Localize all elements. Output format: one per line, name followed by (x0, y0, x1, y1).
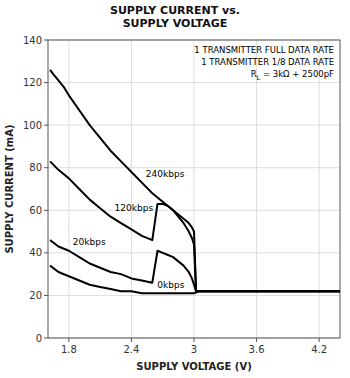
y-tick (44, 167, 48, 168)
title: SUPPLY CURRENT vs.SUPPLY VOLTAGE (110, 4, 240, 30)
y-tick (44, 338, 48, 339)
x-tick (68, 338, 69, 342)
x-tick-label: 4.2 (311, 344, 327, 355)
y-tick (44, 40, 48, 41)
y-tick (44, 210, 48, 211)
series-label: 0kbps (157, 280, 184, 290)
x-tick-label: 3.6 (249, 344, 265, 355)
title-line: SUPPLY CURRENT vs. (110, 4, 240, 17)
y-tick-label: 60 (29, 205, 42, 216)
chart: 1.8 2.4 3 3.6 4.2 0 20 40 60 80 100 120 140 SUPPLY VO… (0, 0, 350, 378)
grid-line (48, 125, 340, 126)
y-tick (44, 82, 48, 83)
x-tick (131, 338, 132, 342)
annotation-part: = 3kΩ + 2500pF (260, 69, 334, 79)
y-tick (44, 125, 48, 126)
axes: 1.8 2.4 3 3.6 4.2 0 20 40 60 80 100 120 140 (23, 35, 327, 356)
x-tick-label: 1.8 (61, 344, 77, 355)
annotation: RL = 3kΩ + 2500pF (251, 69, 334, 82)
grid-line (256, 40, 257, 338)
series-group (50, 70, 340, 293)
y-tick (44, 252, 48, 253)
y-tick-label: 20 (29, 290, 42, 301)
series-line (50, 240, 340, 291)
y-tick-label: 0 (36, 333, 42, 344)
series-label: 20kbps (73, 237, 106, 247)
grid-line (48, 210, 340, 211)
x-tick (194, 338, 195, 342)
grid-line (319, 40, 320, 338)
y-tick-label: 40 (29, 247, 42, 258)
grid-line (48, 295, 340, 296)
y-tick (44, 295, 48, 296)
series-label: 240kbps (146, 169, 185, 179)
grid-line (68, 40, 69, 338)
grid-line (48, 167, 340, 168)
series-line (50, 70, 340, 291)
y-tick-label: 140 (23, 35, 42, 46)
x-axis-label: SUPPLY VOLTAGE (V) (136, 361, 251, 372)
plot-frame (48, 40, 340, 338)
x-tick (319, 338, 320, 342)
series-line (50, 161, 340, 291)
annotation: 1 TRANSMITTER FULL DATA RATE (194, 45, 334, 55)
annotation: 1 TRANSMITTER 1/8 DATA RATE (201, 57, 334, 67)
series-line (50, 266, 340, 294)
grid-line (131, 40, 132, 338)
x-tick (256, 338, 257, 342)
y-tick-label: 120 (23, 77, 42, 88)
grid (48, 40, 340, 338)
grid-line (48, 82, 340, 83)
y-axis-label: SUPPLY CURRENT (mA) (4, 124, 15, 253)
title-line: SUPPLY VOLTAGE (123, 17, 228, 30)
x-tick-label: 3 (191, 344, 197, 355)
series-label: 120kbps (115, 203, 154, 213)
x-tick-label: 2.4 (123, 344, 139, 355)
y-tick-label: 100 (23, 120, 42, 131)
y-tick-label: 80 (29, 162, 42, 173)
